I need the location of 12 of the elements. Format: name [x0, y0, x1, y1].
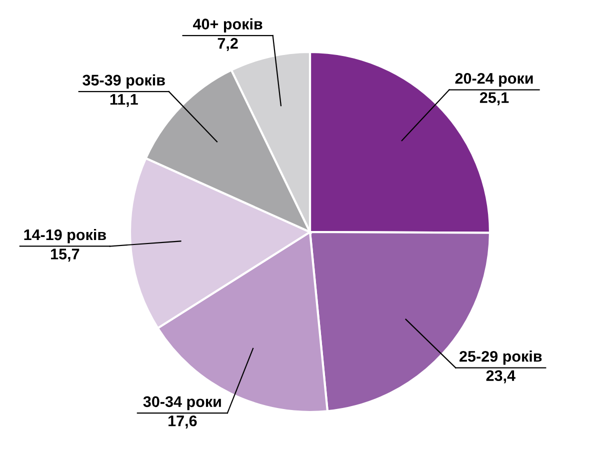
data-label: 17,6 [168, 415, 197, 429]
slice-label: 20-24 роки [455, 72, 533, 87]
data-label: 11,1 [110, 94, 138, 108]
slice-label: 30-34 роки [143, 396, 221, 410]
slice-label: 14-19 років [24, 228, 106, 244]
slice-label: 40+ років [192, 18, 262, 33]
data-label: 23,4 [486, 370, 516, 384]
slice-label: 35-39 років [82, 74, 165, 89]
data-label: 15,7 [51, 248, 80, 262]
data-label: 25,1 [480, 92, 509, 106]
slice-label: 25-29 років [460, 350, 542, 365]
data-label: 7,2 [218, 38, 238, 51]
